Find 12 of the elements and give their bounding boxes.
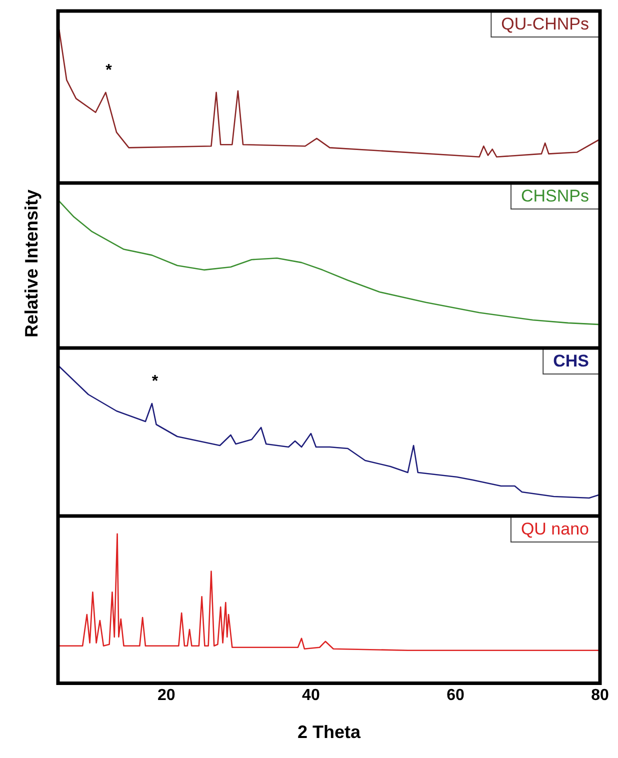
y-axis-title: Relative Intensity xyxy=(22,188,42,338)
text: CHS xyxy=(553,352,590,371)
text: QU-CHNPs xyxy=(501,14,590,34)
annotation: * xyxy=(152,372,159,390)
text: QU nano xyxy=(520,520,590,539)
text: CHSNPs xyxy=(520,186,590,206)
x-axis-title: 2 Theta xyxy=(297,722,362,742)
x-tick-label: 80 xyxy=(591,687,609,704)
x-tick-label: 20 xyxy=(158,687,176,704)
x-tick-label: 40 xyxy=(302,687,320,704)
annotation: * xyxy=(106,62,113,79)
x-tick-label: 60 xyxy=(446,687,464,704)
